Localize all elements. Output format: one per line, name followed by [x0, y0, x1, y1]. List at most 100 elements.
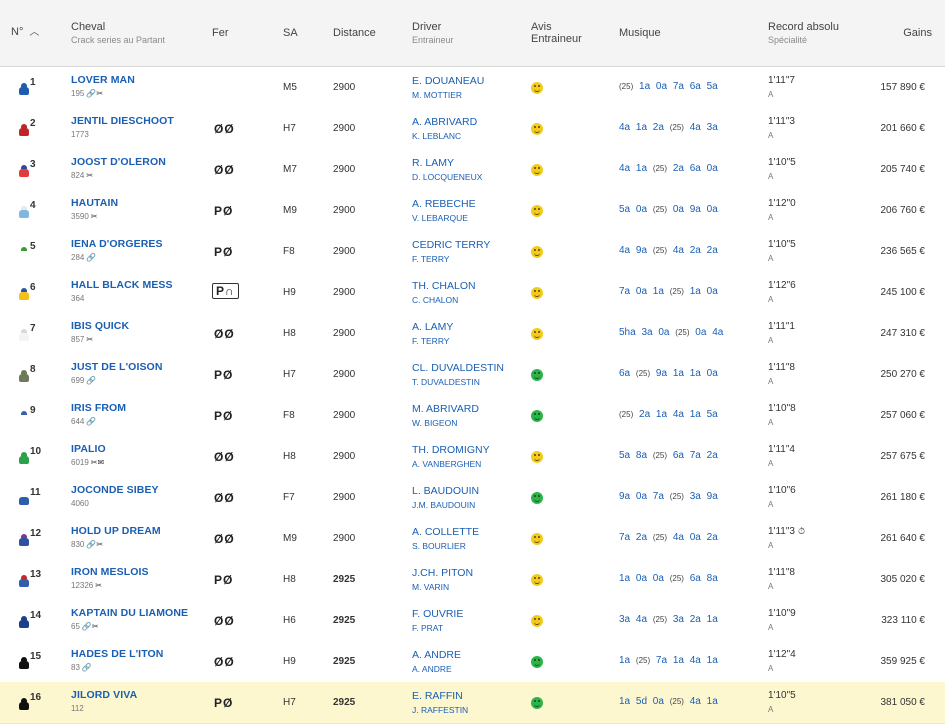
musique-post[interactable]: 9a 1a 1a 0a: [655, 368, 718, 379]
col-fer-header[interactable]: Fer: [212, 27, 229, 39]
trainer-link[interactable]: C. CHALON: [412, 295, 459, 305]
table-row[interactable]: 8 JUST DE L'OISON 699 🔗 PØ H7 2900 CL. DUVALDES…: [0, 354, 945, 396]
musique-post[interactable]: 6a 8a: [689, 573, 718, 584]
trainer-link[interactable]: F. TERRY: [412, 254, 450, 264]
col-distance-header[interactable]: Distance: [333, 27, 376, 39]
trainer-link[interactable]: M. VARIN: [412, 582, 450, 592]
musique-post[interactable]: 2a 1a 4a 1a 5a: [639, 409, 718, 420]
musique-pre[interactable]: 1a 5d 0a: [619, 696, 664, 707]
musique-post[interactable]: 4a 2a 2a: [672, 245, 718, 256]
musique-post[interactable]: 0a 9a 0a: [672, 204, 718, 215]
musique-pre[interactable]: 7a 2a: [619, 532, 648, 543]
horse-name-link[interactable]: JILORD VIVA: [71, 689, 138, 701]
col-sa-header[interactable]: SA: [283, 27, 298, 39]
musique-pre[interactable]: 4a 1a: [619, 163, 648, 174]
driver-link[interactable]: A. LAMY: [412, 321, 454, 333]
horse-name-link[interactable]: HAUTAIN: [71, 197, 119, 209]
trainer-link[interactable]: D. LOCQUENEUX: [412, 172, 483, 182]
trainer-link[interactable]: F. TERRY: [412, 336, 450, 346]
musique-post[interactable]: 6a 7a 2a: [672, 450, 718, 461]
table-row[interactable]: 15 HADES DE L'ITON 83 🔗 ØØ H9 2925 A. ANDRE A. A…: [0, 641, 945, 683]
table-row[interactable]: 2 JENTIL DIESCHOOT 1773 ØØ H7 2900 A. ABRIVARD…: [0, 108, 945, 150]
musique-post[interactable]: 4a 1a: [689, 696, 718, 707]
driver-link[interactable]: TH. CHALON: [412, 280, 476, 292]
driver-link[interactable]: A. ANDRE: [412, 649, 462, 661]
col-record-header[interactable]: Record absolu Spécialité: [768, 21, 839, 46]
table-row[interactable]: 5 IENA D'ORGERES 284 🔗 PØ F8 2900 CEDRIC TERRY F…: [0, 231, 945, 273]
col-num-header[interactable]: N° ︿: [11, 26, 39, 39]
table-row[interactable]: 7 IBIS QUICK 857 ✂ ØØ H8 2900 A. LAMY F. TERRY 5h…: [0, 313, 945, 355]
trainer-link[interactable]: T. DUVALDESTIN: [412, 377, 480, 387]
table-row[interactable]: 10 IPALIO 6019 ✂✉ ØØ H8 2900 TH. DROMIGNY A. VAN…: [0, 436, 945, 478]
horse-name-link[interactable]: IPALIO: [71, 443, 106, 455]
horse-name-link[interactable]: KAPTAIN DU LIAMONE: [71, 607, 189, 619]
trainer-link[interactable]: J.M. BAUDOUIN: [412, 500, 476, 510]
musique-post[interactable]: 4a 3a: [689, 122, 718, 133]
musique-pre[interactable]: 1a 0a 0a: [619, 573, 664, 584]
musique-pre[interactable]: 5ha 3a 0a: [619, 327, 670, 338]
horse-name-link[interactable]: JOCONDE SIBEY: [71, 484, 159, 496]
horse-name-link[interactable]: IRON MESLOIS: [71, 566, 149, 578]
musique-post[interactable]: 1a 0a 7a 6a 5a: [639, 81, 718, 92]
table-row[interactable]: 3 JOOST D'OLERON 824 ✂ ØØ M7 2900 R. LAMY D. LOC…: [0, 149, 945, 191]
musique-post[interactable]: 0a 4a: [695, 327, 724, 338]
musique-pre[interactable]: 7a 0a 1a: [619, 286, 664, 297]
musique-pre[interactable]: 5a 0a: [619, 204, 648, 215]
driver-link[interactable]: R. LAMY: [412, 157, 455, 169]
driver-link[interactable]: L. BAUDOUIN: [412, 485, 480, 497]
horse-name-link[interactable]: IENA D'ORGERES: [71, 238, 163, 250]
horse-name-link[interactable]: LOVER MAN: [71, 74, 135, 86]
table-row[interactable]: 9 IRIS FROM 644 🔗 PØ F8 2900 M. ABRIVARD W. BIGE…: [0, 395, 945, 437]
table-row[interactable]: 12 HOLD UP DREAM 830 🔗✂ ØØ M9 2900 A. COLLETTE S…: [0, 518, 945, 560]
col-gains-header[interactable]: Gains: [903, 27, 932, 39]
horse-name-link[interactable]: JUST DE L'OISON: [71, 361, 163, 373]
musique-post[interactable]: 3a 9a: [689, 491, 718, 502]
col-cheval-header[interactable]: Cheval Crack series au Partant: [71, 21, 165, 46]
horse-name-link[interactable]: JOOST D'OLERON: [71, 156, 166, 168]
musique-post[interactable]: 4a 0a 2a: [672, 532, 718, 543]
horse-name-link[interactable]: HOLD UP DREAM: [71, 525, 161, 537]
table-row[interactable]: 13 IRON MESLOIS 12326 ✂ PØ H8 2925 J.CH. PITON M…: [0, 559, 945, 601]
musique-post[interactable]: 1a 0a: [689, 286, 718, 297]
musique-post[interactable]: 3a 2a 1a: [672, 614, 718, 625]
trainer-link[interactable]: F. PRAT: [412, 623, 444, 633]
trainer-link[interactable]: S. BOURLIER: [412, 541, 466, 551]
musique-pre[interactable]: 1a: [619, 655, 631, 666]
musique-post[interactable]: 2a 6a 0a: [672, 163, 718, 174]
driver-link[interactable]: A. REBECHE: [412, 198, 476, 210]
sort-up-icon[interactable]: ︿: [29, 27, 40, 38]
trainer-link[interactable]: A. ANDRE: [412, 664, 452, 674]
musique-post[interactable]: 7a 1a 4a 1a: [655, 655, 718, 666]
horse-name-link[interactable]: HALL BLACK MESS: [71, 279, 173, 291]
musique-pre[interactable]: 6a: [619, 368, 631, 379]
musique-pre[interactable]: 9a 0a 7a: [619, 491, 664, 502]
horse-name-link[interactable]: HADES DE L'ITON: [71, 648, 164, 660]
trainer-link[interactable]: M. MOTTIER: [412, 90, 463, 100]
col-driver-header[interactable]: Driver Entraineur: [412, 21, 454, 46]
driver-link[interactable]: E. RAFFIN: [412, 690, 463, 702]
col-avis-header[interactable]: Avis Entraineur: [531, 21, 582, 45]
driver-link[interactable]: M. ABRIVARD: [412, 403, 479, 415]
musique-pre[interactable]: 4a 9a: [619, 245, 648, 256]
musique-pre[interactable]: 3a 4a: [619, 614, 648, 625]
driver-link[interactable]: A. COLLETTE: [412, 526, 480, 538]
col-musique-header[interactable]: Musique: [619, 27, 661, 39]
table-row[interactable]: 14 KAPTAIN DU LIAMONE 65 🔗✂ ØØ H6 2925 F. OUVRI…: [0, 600, 945, 642]
trainer-link[interactable]: V. LEBARQUE: [412, 213, 468, 223]
horse-name-link[interactable]: IBIS QUICK: [71, 320, 130, 332]
table-row[interactable]: 6 HALL BLACK MESS 364 P∩ H9 2900 TH. CHALON C. …: [0, 272, 945, 314]
table-row[interactable]: 1 LOVER MAN 195 🔗✂ M5 2900 E. DOUANEAU M. MOTTI…: [0, 67, 945, 109]
driver-link[interactable]: F. OUVRIE: [412, 608, 464, 620]
table-row[interactable]: 11 JOCONDE SIBEY 4060 ØØ F7 2900 L. BAUDOUIN J.…: [0, 477, 945, 519]
musique-pre[interactable]: 5a 8a: [619, 450, 648, 461]
table-row[interactable]: 4 HAUTAIN 3590 ✂ PØ M9 2900 A. REBECHE V. LEBARQ…: [0, 190, 945, 232]
driver-link[interactable]: CEDRIC TERRY: [412, 239, 491, 251]
driver-link[interactable]: E. DOUANEAU: [412, 75, 485, 87]
trainer-link[interactable]: A. VANBERGHEN: [412, 459, 482, 469]
table-row[interactable]: 16 JILORD VIVA 112 PØ H7 2925 E. RAFFIN J. RAFF…: [0, 682, 945, 724]
horse-name-link[interactable]: JENTIL DIESCHOOT: [71, 115, 174, 127]
musique-pre[interactable]: 4a 1a 2a: [619, 122, 664, 133]
driver-link[interactable]: CL. DUVALDESTIN: [412, 362, 504, 374]
trainer-link[interactable]: J. RAFFESTIN: [412, 705, 469, 715]
horse-name-link[interactable]: IRIS FROM: [71, 402, 127, 414]
